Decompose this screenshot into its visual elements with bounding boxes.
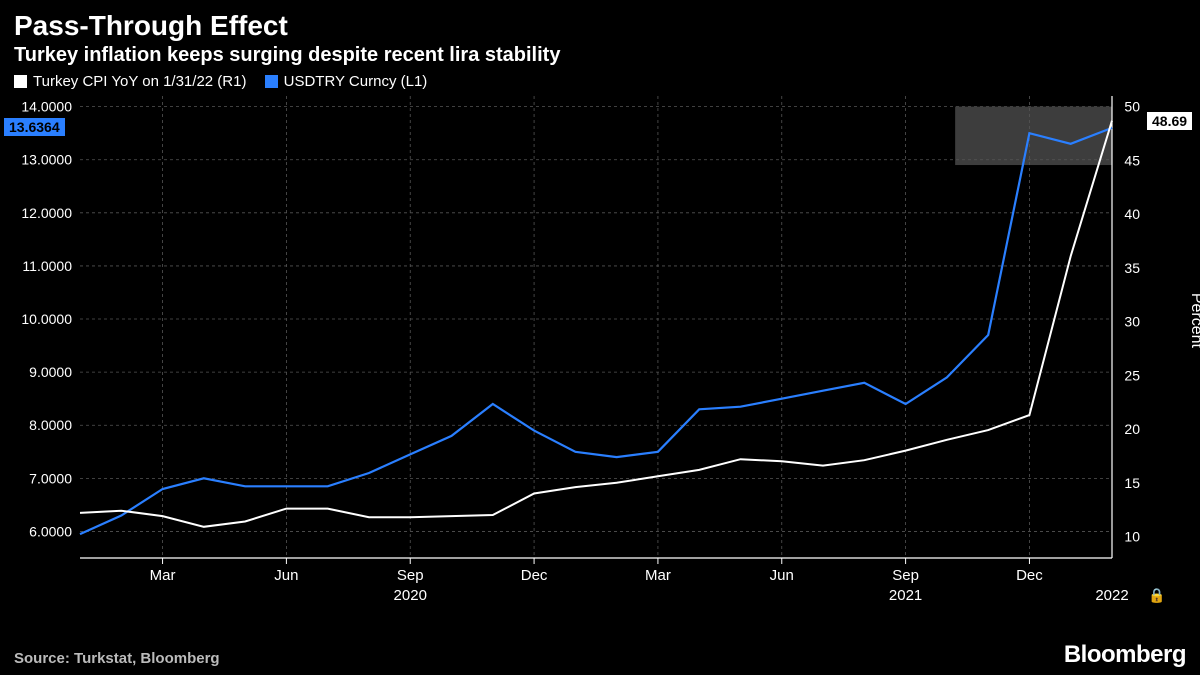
svg-text:7.0000: 7.0000 <box>29 470 72 486</box>
svg-text:6.0000: 6.0000 <box>29 523 72 539</box>
svg-text:2022: 2022 <box>1095 587 1128 604</box>
svg-text:11.0000: 11.0000 <box>22 258 72 274</box>
svg-text:2020: 2020 <box>394 587 427 604</box>
legend-swatch-cpi <box>14 75 27 88</box>
svg-text:25: 25 <box>1124 367 1140 383</box>
svg-text:13.0000: 13.0000 <box>21 152 72 168</box>
legend-item-cpi: Turkey CPI YoY on 1/31/22 (R1) <box>14 73 246 90</box>
svg-text:40: 40 <box>1124 206 1140 222</box>
svg-text:Dec: Dec <box>521 567 548 584</box>
svg-text:35: 35 <box>1124 260 1140 276</box>
svg-text:20: 20 <box>1124 421 1140 437</box>
legend-label-cpi: Turkey CPI YoY on 1/31/22 (R1) <box>33 73 246 90</box>
svg-text:🔒: 🔒 <box>1148 587 1165 604</box>
svg-text:45: 45 <box>1124 152 1140 168</box>
svg-text:Dec: Dec <box>1016 567 1043 584</box>
svg-text:Jun: Jun <box>770 567 794 584</box>
svg-text:Mar: Mar <box>150 567 176 584</box>
right-axis-title: Percent <box>1187 292 1200 347</box>
svg-text:Jun: Jun <box>274 567 298 584</box>
legend-swatch-usdtry <box>265 75 278 88</box>
chart-area: 6.0000 7.0000 8.0000 9.0000 10.0000 11.0000 12… <box>0 96 1200 621</box>
source-text: Source: Turkstat, Bloomberg <box>14 650 220 667</box>
svg-text:12.0000: 12.0000 <box>21 205 72 221</box>
svg-text:15: 15 <box>1124 475 1140 491</box>
legend-item-usdtry: USDTRY Curncy (L1) <box>265 73 428 90</box>
left-value-tag: 13.6364 <box>4 118 65 136</box>
right-value-tag: 48.69 <box>1146 111 1193 131</box>
svg-text:10: 10 <box>1124 529 1140 545</box>
chart-title: Pass-Through Effect <box>0 0 1200 44</box>
svg-text:Sep: Sep <box>892 567 919 584</box>
svg-text:Sep: Sep <box>397 567 424 584</box>
svg-text:50: 50 <box>1124 99 1140 115</box>
chart-svg: 6.0000 7.0000 8.0000 9.0000 10.0000 11.0000 12… <box>0 96 1200 616</box>
svg-text:14.0000: 14.0000 <box>21 99 72 115</box>
svg-text:2021: 2021 <box>889 587 922 604</box>
brand-logo: Bloomberg <box>1064 641 1186 669</box>
svg-text:30: 30 <box>1124 314 1140 330</box>
legend-label-usdtry: USDTRY Curncy (L1) <box>284 73 428 90</box>
svg-text:10.0000: 10.0000 <box>21 311 72 327</box>
chart-subtitle: Turkey inflation keeps surging despite r… <box>0 44 1200 71</box>
svg-text:8.0000: 8.0000 <box>29 417 72 433</box>
legend: Turkey CPI YoY on 1/31/22 (R1) USDTRY Cu… <box>0 71 1200 96</box>
svg-text:Mar: Mar <box>645 567 671 584</box>
svg-text:9.0000: 9.0000 <box>29 364 72 380</box>
